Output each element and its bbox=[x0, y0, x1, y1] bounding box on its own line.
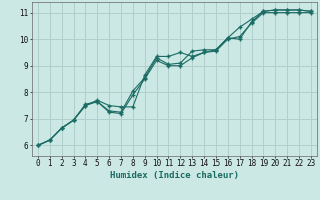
X-axis label: Humidex (Indice chaleur): Humidex (Indice chaleur) bbox=[110, 171, 239, 180]
